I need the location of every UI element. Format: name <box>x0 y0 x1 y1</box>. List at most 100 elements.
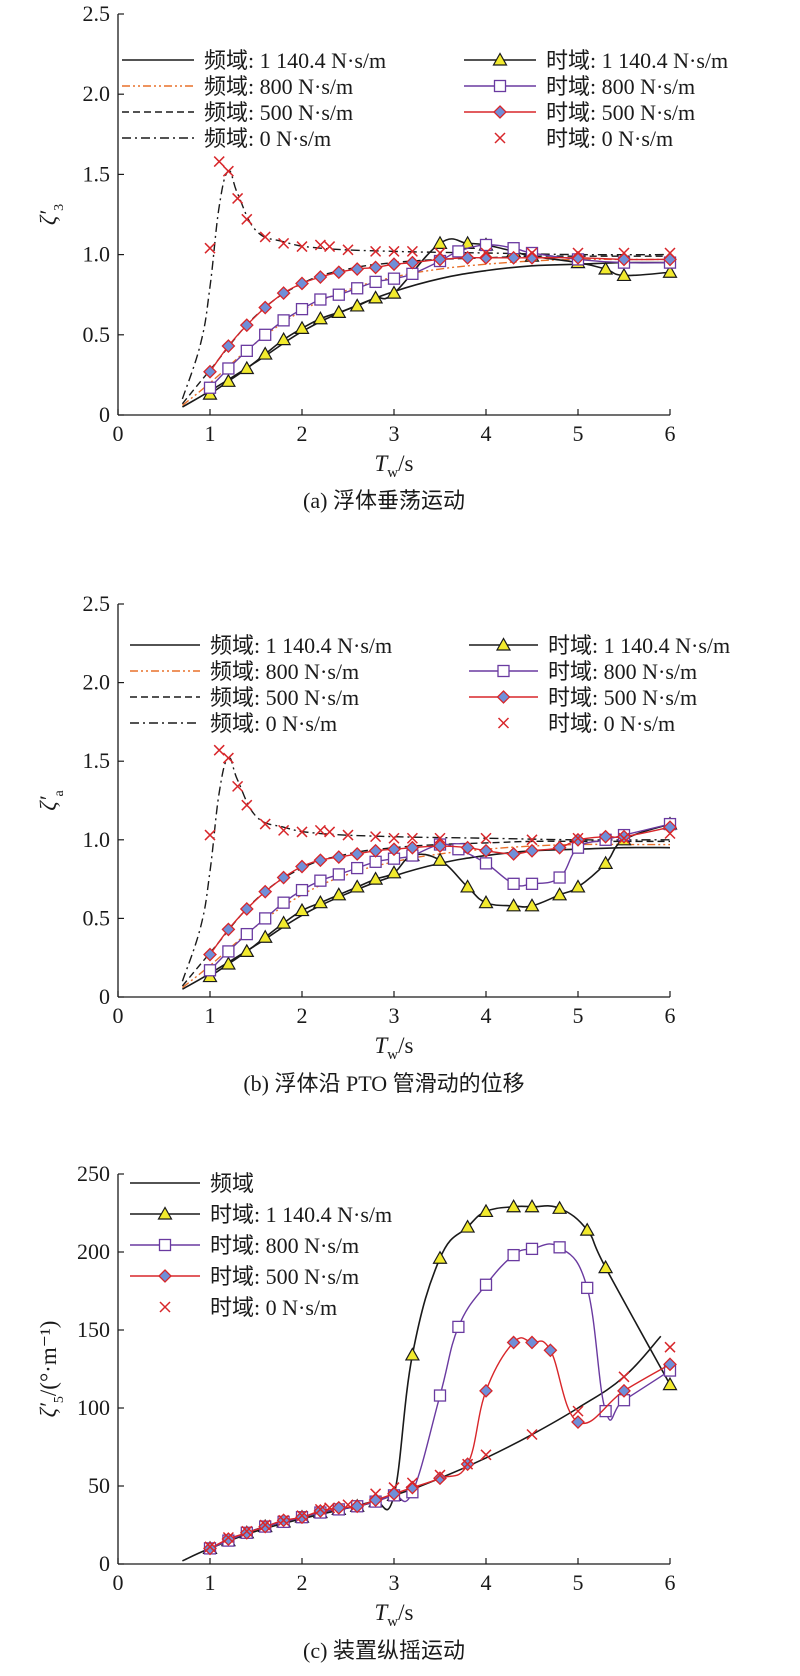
data-point <box>506 847 521 861</box>
legend-item: 频域: 500 N·s/m <box>130 685 359 710</box>
data-point <box>432 852 448 866</box>
x-tick-label: 3 <box>389 1570 400 1595</box>
series-7 <box>203 820 677 962</box>
y-tick-label: 200 <box>77 1239 110 1264</box>
series-line <box>182 846 671 990</box>
data-point <box>241 1525 253 1537</box>
data-point <box>278 237 290 249</box>
legend-item: 时域: 1 140.4 N·s/m <box>469 633 730 658</box>
legend-marker <box>158 1269 172 1283</box>
data-point <box>434 247 446 259</box>
y-axis-label: ζ′a <box>36 789 67 810</box>
data-point <box>526 834 538 846</box>
legend-item: 时域: 0 N·s/m <box>159 1295 337 1320</box>
y-tick-label: 1.5 <box>83 748 111 773</box>
legend-label: 时域: 1 140.4 N·s/m <box>546 48 728 73</box>
legend-label: 时域: 500 N·s/m <box>210 1264 359 1289</box>
data-point <box>599 1404 612 1418</box>
data-point <box>203 947 217 962</box>
data-point <box>331 850 346 865</box>
data-point <box>324 241 336 253</box>
data-point <box>296 241 308 253</box>
data-point <box>220 956 236 970</box>
data-point <box>405 1480 420 1495</box>
data-point <box>221 922 236 937</box>
legend-label: 频域: 0 N·s/m <box>210 711 337 736</box>
data-point <box>239 360 255 375</box>
data-point <box>572 832 584 844</box>
x-tick-label: 3 <box>389 1003 400 1028</box>
data-point <box>581 1281 594 1295</box>
legend-item: 频域: 1 140.4 N·s/m <box>122 48 386 73</box>
legend-item: 时域: 800 N·s/m <box>469 659 697 684</box>
data-point <box>314 1503 326 1515</box>
data-point <box>313 853 328 868</box>
data-point <box>526 1428 538 1441</box>
data-point <box>370 245 382 257</box>
data-point <box>479 1278 493 1291</box>
data-point <box>479 238 493 252</box>
data-point <box>525 250 539 265</box>
series-line <box>182 1335 662 1562</box>
legend-item: 频域: 0 N·s/m <box>130 711 337 736</box>
data-point <box>351 282 364 295</box>
data-point <box>295 302 309 316</box>
data-point <box>571 832 585 847</box>
data-point <box>324 826 336 838</box>
legend-label: 时域: 0 N·s/m <box>546 126 673 151</box>
series-8 <box>204 744 676 846</box>
data-point <box>525 1242 539 1256</box>
legend-marker <box>493 105 507 119</box>
data-point <box>525 843 539 858</box>
x-tick-label: 0 <box>113 1003 124 1028</box>
x-tick-label: 1 <box>205 1570 216 1595</box>
data-point <box>221 1532 236 1546</box>
x-tick-label: 2 <box>297 1003 308 1028</box>
data-point <box>432 1250 448 1264</box>
data-point <box>460 879 476 893</box>
data-point <box>618 832 630 844</box>
data-point <box>239 902 254 916</box>
data-point <box>222 945 235 958</box>
data-point <box>222 752 234 764</box>
data-point <box>313 1504 328 1518</box>
data-point <box>295 1510 309 1525</box>
y-tick-label: 1.0 <box>83 242 111 267</box>
legend-marker <box>492 52 508 66</box>
legend-item: 频域: 500 N·s/m <box>122 100 353 125</box>
legend-item: 频域: 1 140.4 N·s/m <box>130 633 392 658</box>
legend-item: 时域: 1 140.4 N·s/m <box>464 48 728 73</box>
legend-marker <box>494 132 506 144</box>
data-point <box>259 818 271 830</box>
data-point <box>294 320 310 334</box>
series-1 <box>181 261 671 408</box>
data-point <box>598 1259 614 1274</box>
data-point <box>452 843 465 856</box>
data-point <box>312 311 328 325</box>
series-line <box>181 840 670 987</box>
data-point <box>524 1199 540 1213</box>
data-point <box>277 896 290 909</box>
data-point <box>259 328 272 341</box>
data-point <box>314 824 326 836</box>
data-point <box>350 262 365 276</box>
data-point <box>663 1357 677 1372</box>
data-point <box>220 373 236 387</box>
legend-item: 时域: 1 140.4 N·s/m <box>130 1202 392 1227</box>
legend-marker <box>158 1238 172 1252</box>
data-point <box>388 1482 400 1494</box>
data-point <box>462 1458 474 1470</box>
x-tick-label: 6 <box>665 421 676 446</box>
x-tick-label: 3 <box>389 421 400 446</box>
data-point <box>368 290 384 304</box>
data-point <box>618 1371 630 1383</box>
data-point <box>479 250 493 265</box>
data-point <box>203 364 217 379</box>
data-point <box>524 898 540 912</box>
y-tick-label: 2.5 <box>83 591 111 616</box>
data-point <box>342 244 354 256</box>
data-point <box>232 780 244 792</box>
y-tick-label: 0 <box>99 1551 110 1576</box>
data-point <box>662 1376 678 1391</box>
